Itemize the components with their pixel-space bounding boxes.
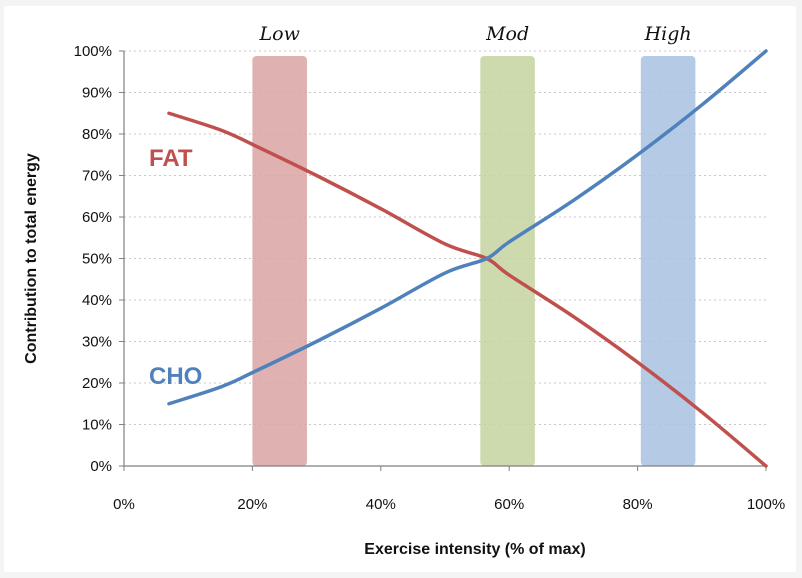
- band-label-low: Low: [259, 23, 300, 45]
- band-high: [640, 56, 696, 466]
- y-tick-label: 10%: [82, 417, 112, 434]
- band-low: [252, 56, 307, 466]
- y-tick-label: 70%: [82, 168, 112, 185]
- band-mod: [480, 56, 535, 466]
- y-tick-label: 30%: [82, 334, 112, 351]
- y-tick-label: 20%: [82, 375, 112, 392]
- x-tick-label: 60%: [494, 496, 524, 513]
- x-tick-label: 20%: [237, 496, 267, 513]
- x-axis-title: Exercise intensity (% of max): [364, 541, 585, 558]
- series-line-fat: [167, 111, 768, 468]
- chart-card: Low Mod High 0% 10% 20% 30% 40% 50% 60% 70% 80% 90% 1…: [4, 6, 796, 572]
- band-label-mod: Mod: [485, 23, 529, 45]
- series-label-fat: FAT: [149, 145, 193, 172]
- series-label-cho: CHO: [149, 363, 202, 390]
- y-tick-label: 60%: [82, 209, 112, 226]
- y-tick-label: 40%: [82, 292, 112, 309]
- x-tick-label: 40%: [366, 496, 396, 513]
- x-tick-label: 100%: [747, 496, 785, 513]
- y-tick-label: 50%: [82, 251, 112, 268]
- y-axis-title: Contribution to total energy: [23, 153, 40, 364]
- x-tick-label: 0%: [113, 496, 135, 513]
- energy-contribution-chart: Low Mod High 0% 10% 20% 30% 40% 50% 60% 70% 80% 90% 1…: [23, 23, 785, 558]
- x-tick-label: 80%: [623, 496, 653, 513]
- y-tick-label: 80%: [82, 126, 112, 143]
- y-tick-label: 100%: [74, 43, 112, 60]
- band-label-high: High: [644, 23, 692, 45]
- y-tick-label: 0%: [90, 458, 112, 475]
- series-line-cho: [167, 49, 768, 406]
- y-tick-label: 90%: [82, 85, 112, 102]
